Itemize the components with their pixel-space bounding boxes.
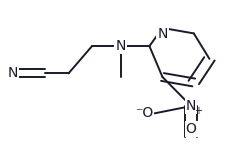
Text: N: N bbox=[116, 39, 126, 53]
Text: +: + bbox=[194, 106, 202, 116]
Text: O: O bbox=[186, 122, 197, 136]
Text: N: N bbox=[186, 99, 196, 113]
Text: N: N bbox=[157, 27, 168, 41]
Text: ⁻O: ⁻O bbox=[135, 106, 153, 120]
Text: N: N bbox=[7, 66, 18, 80]
